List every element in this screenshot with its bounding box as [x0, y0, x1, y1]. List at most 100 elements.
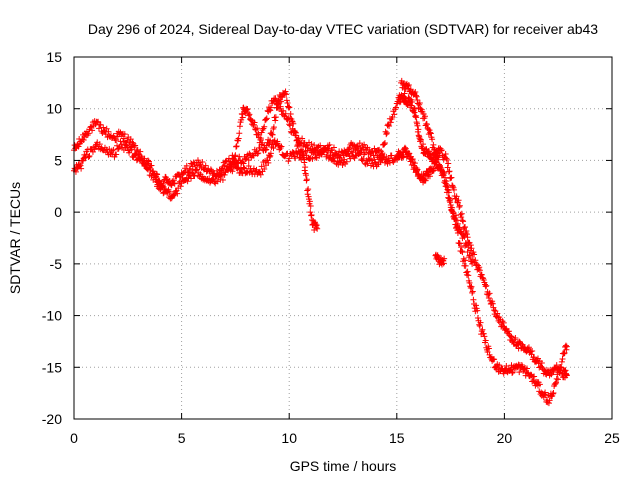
data-point-interp [489, 300, 496, 307]
data-point-interp [120, 135, 127, 142]
data-point-interp [531, 373, 538, 380]
y-tick-label: -20 [42, 411, 62, 427]
data-point-interp [129, 139, 136, 146]
data-point-interp [286, 104, 293, 111]
data-point-interp [491, 307, 498, 314]
data-point-interp [558, 364, 565, 371]
data-point-interp [531, 354, 538, 361]
data-point-interp [360, 155, 367, 162]
data-point [312, 151, 319, 158]
data-point-interp [562, 374, 569, 381]
data-point-interp [311, 147, 318, 154]
data-point-interp [407, 86, 414, 93]
data-point-interp [287, 115, 294, 122]
data-point-interp [166, 188, 173, 195]
series-track-b [71, 137, 570, 407]
data-point-interp [91, 146, 98, 153]
data-point-interp [429, 136, 436, 143]
data-point-interp [139, 157, 146, 164]
data-point-interp [437, 167, 444, 174]
data-point-interp [480, 330, 487, 337]
data-point-interp [458, 248, 465, 255]
data-point-interp [470, 296, 477, 303]
data-point-interp [414, 122, 421, 129]
data-point-interp [421, 113, 428, 120]
x-tick-label: 5 [178, 430, 186, 446]
data-point-interp [452, 216, 459, 223]
data-point-interp [142, 161, 149, 168]
data-point-interp [330, 144, 337, 151]
data-point-interp [353, 152, 360, 159]
data-point-interp [482, 283, 489, 290]
data-point-interp [288, 118, 295, 125]
data-point-interp [391, 111, 398, 118]
data-point-interp [99, 129, 106, 136]
data-point-interp [361, 151, 368, 158]
data-point-interp [481, 333, 488, 340]
data-point-interp [176, 180, 183, 187]
data-point-interp [499, 365, 506, 372]
data-point [469, 289, 476, 296]
data-point-interp [270, 124, 277, 131]
data-point-interp [110, 146, 117, 153]
data-point-interp [349, 149, 356, 156]
data-point-interp [241, 165, 248, 172]
data-point-interp [274, 138, 281, 145]
data-point-interp [308, 211, 315, 218]
data-point-interp [465, 244, 472, 251]
data-point-interp [427, 130, 434, 137]
data-point-interp [468, 245, 475, 252]
data-point-interp [254, 150, 261, 157]
data-point-interp [262, 116, 269, 123]
data-point-interp [85, 130, 92, 137]
data-point-interp [529, 348, 536, 355]
data-point-interp [254, 125, 261, 132]
data-point-interp [525, 344, 532, 351]
data-point-interp [409, 98, 416, 105]
data-point-interp [233, 143, 240, 150]
data-point-interp [113, 151, 120, 158]
data-point-interp [505, 328, 512, 335]
data-point-interp [160, 189, 167, 196]
x-tick-label: 0 [70, 430, 78, 446]
data-point-interp [379, 150, 386, 157]
x-tick-label: 25 [604, 430, 620, 446]
data-point-interp [438, 147, 445, 154]
x-tick-label: 10 [281, 430, 297, 446]
data-point-interp [467, 252, 474, 259]
data-point-interp [449, 204, 456, 211]
data-point-interp [199, 159, 206, 166]
data-point-interp [474, 315, 481, 322]
data-point-interp [276, 146, 283, 153]
data-point-interp [274, 101, 281, 108]
data-point-interp [306, 198, 313, 205]
data-point-interp [265, 141, 272, 148]
y-tick-label: -10 [42, 308, 62, 324]
data-point-interp [464, 248, 471, 255]
data-point-interp [536, 381, 543, 388]
data-point-interp [441, 179, 448, 186]
data-point-interp [462, 257, 469, 264]
data-point-interp [431, 146, 438, 153]
data-point-interp [245, 157, 252, 164]
data-point-interp [227, 166, 234, 173]
data-point-interp [211, 178, 218, 185]
data-point-interp [402, 86, 409, 93]
data-point-interp [74, 142, 81, 149]
data-point-interp [236, 153, 243, 160]
data-point-interp [145, 157, 152, 164]
data-point-interp [258, 163, 265, 170]
data-point-interp [269, 131, 276, 138]
data-point-interp [520, 343, 527, 350]
data-point-interp [300, 154, 307, 161]
data-point-interp [336, 154, 343, 161]
data-point-interp [414, 128, 421, 135]
data-point-interp [357, 150, 364, 157]
data-point-interp [509, 369, 516, 376]
data-point-interp [299, 151, 306, 158]
data-point [507, 333, 514, 340]
data-point-interp [251, 119, 258, 126]
data-point-interp [447, 196, 454, 203]
data-point-interp [405, 82, 412, 89]
